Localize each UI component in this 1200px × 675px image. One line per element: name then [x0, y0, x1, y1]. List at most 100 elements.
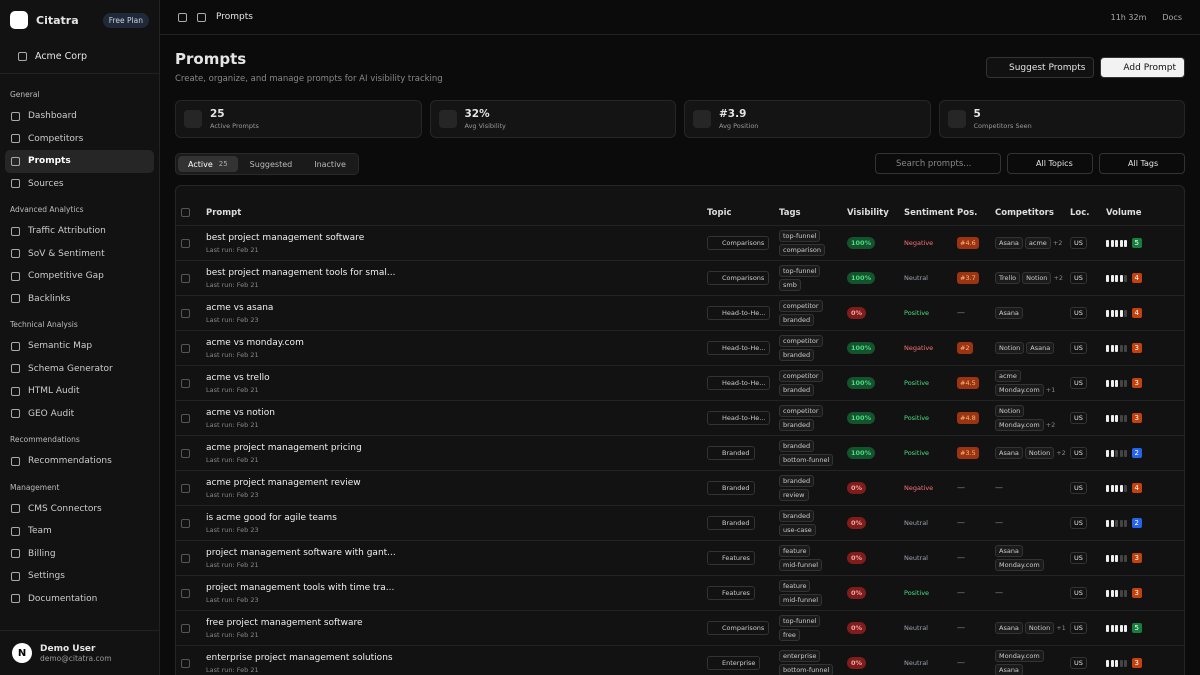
cell: [176, 623, 206, 633]
table-row[interactable]: acme project management review Last run: …: [176, 471, 1184, 506]
tag-chip: feature: [779, 545, 811, 557]
row-checkbox[interactable]: [181, 413, 190, 423]
nav-item[interactable]: Recommendations: [5, 450, 154, 473]
nav-item[interactable]: Team: [5, 520, 154, 543]
tag-chip: competitor: [779, 300, 823, 312]
volume-pip: [1110, 414, 1114, 422]
row-checkbox[interactable]: [181, 273, 190, 283]
cell: US: [1070, 272, 1106, 284]
cell: 100%: [847, 272, 904, 284]
nav-item[interactable]: Settings: [5, 565, 154, 588]
row-checkbox[interactable]: [181, 238, 190, 248]
nav-item[interactable]: GEO Audit: [5, 403, 154, 426]
table-row[interactable]: best project management tools for smal..…: [176, 261, 1184, 296]
table-row[interactable]: acme project management pricing Last run:…: [176, 436, 1184, 471]
nav-item[interactable]: Semantic Map: [5, 335, 154, 358]
position: #4.8: [957, 412, 979, 424]
cell: Neutral: [904, 623, 957, 633]
cell: 0%: [847, 657, 904, 669]
volume-pip: [1119, 309, 1123, 317]
table-row[interactable]: best project management software Last run…: [176, 226, 1184, 261]
cell: [176, 658, 206, 668]
nav-item[interactable]: Prompts: [5, 150, 154, 173]
avatar: N: [12, 643, 32, 663]
row-checkbox[interactable]: [181, 623, 190, 633]
org-switcher[interactable]: Acme Corp: [0, 40, 159, 74]
prompt-text: best project management software: [206, 232, 365, 243]
location: US: [1070, 482, 1087, 494]
table-row[interactable]: project management software with gant...…: [176, 541, 1184, 576]
row-checkbox[interactable]: [181, 308, 190, 318]
select-all[interactable]: [181, 208, 190, 217]
nav-item[interactable]: Billing: [5, 543, 154, 566]
user[interactable]: N Demo User demo@citatra.com: [0, 630, 159, 675]
table-row[interactable]: acme vs trello Last run: Feb 21 Head-to-He…: [176, 366, 1184, 401]
tag-chip: branded: [779, 510, 815, 522]
stat-value: 25: [210, 108, 225, 120]
column-header: Visibility: [847, 207, 889, 218]
tab[interactable]: Inactive: [304, 156, 356, 172]
nav-item[interactable]: CMS Connectors: [5, 498, 154, 521]
nav-item[interactable]: Backlinks: [5, 288, 154, 311]
add-button[interactable]: Add Prompt: [1100, 57, 1185, 78]
row-checkbox[interactable]: [181, 378, 190, 388]
main: Prompts 11h 32m Docs Prompts Create, organ…: [160, 0, 1200, 675]
row-checkbox[interactable]: [181, 553, 190, 563]
nav-label: Billing: [28, 548, 56, 559]
row-checkbox[interactable]: [181, 588, 190, 598]
nav-label: Documentation: [28, 593, 98, 604]
row-checkbox[interactable]: [181, 518, 190, 528]
nav-item[interactable]: Dashboard: [5, 105, 154, 128]
competitor-chip: Asana: [995, 622, 1023, 634]
stat-card: 5 Competitors Seen: [938, 100, 1185, 138]
table-row[interactable]: is acme good for agile teams Last run: Fe…: [176, 506, 1184, 541]
table-row[interactable]: acme vs asana Last run: Feb 23 Head-to-He.…: [176, 296, 1184, 331]
suggest-button[interactable]: Suggest Prompts: [985, 57, 1095, 78]
cell: US: [1070, 237, 1106, 249]
tab[interactable]: Active 25: [178, 156, 238, 172]
row-checkbox[interactable]: [181, 483, 190, 493]
nav-item[interactable]: Traffic Attribution: [5, 220, 154, 243]
search[interactable]: Search prompts...: [875, 153, 1001, 174]
volume-pip: [1115, 624, 1118, 632]
nav-item[interactable]: Competitors: [5, 128, 154, 151]
table-row[interactable]: acme vs notion Last run: Feb 21 Head-to-He…: [176, 401, 1184, 436]
table-row[interactable]: free project management software Last run…: [176, 611, 1184, 646]
nav-item[interactable]: Competitive Gap: [5, 265, 154, 288]
topic-filter[interactable]: All Topics: [1007, 153, 1093, 174]
competitors-cell: Monday.com Asana: [995, 649, 1070, 675]
table-row[interactable]: project management tools with time tra..…: [176, 576, 1184, 611]
tag-filter[interactable]: All Tags: [1099, 153, 1185, 174]
column-header: Prompt: [206, 207, 242, 218]
row-checkbox[interactable]: [181, 658, 190, 668]
competitors-cell: acme Monday.com +1: [995, 369, 1070, 397]
nav-label: Recommendations: [28, 456, 112, 467]
nav-item[interactable]: Sources: [5, 173, 154, 196]
home-icon[interactable]: [197, 12, 206, 22]
sentiment: Positive: [904, 379, 930, 387]
last-run: Last run: Feb 23: [206, 595, 259, 604]
table-row[interactable]: enterprise project management solutions L…: [176, 646, 1184, 675]
row-checkbox[interactable]: [181, 343, 190, 353]
tags-cell: branded review: [779, 474, 847, 502]
volume-pip: [1119, 519, 1123, 527]
volume-pip: [1106, 274, 1109, 282]
prompt-text: project management tools with time tra..…: [206, 582, 395, 593]
nav-item[interactable]: Documentation: [5, 588, 154, 611]
row-checkbox[interactable]: [181, 448, 190, 458]
volume-pip: [1119, 484, 1123, 492]
sidebar-toggle[interactable]: [178, 12, 187, 22]
nav-item[interactable]: HTML Audit: [5, 380, 154, 403]
volume-pip: [1124, 414, 1127, 422]
column-header: Sentiment: [904, 207, 954, 218]
location: US: [1070, 447, 1087, 459]
tab[interactable]: Suggested: [240, 156, 303, 172]
volume-pip: [1110, 239, 1114, 247]
nav-item[interactable]: SoV & Sentiment: [5, 243, 154, 266]
nav-section: Recommendations: [10, 435, 80, 444]
docs-link[interactable]: Docs: [1162, 12, 1182, 22]
topic-chip: Comparisons: [707, 621, 770, 635]
table-row[interactable]: acme vs monday.com Last run: Feb 21 Head-t…: [176, 331, 1184, 366]
nav-item[interactable]: Schema Generator: [5, 358, 154, 381]
cell: Neutral: [904, 273, 957, 283]
